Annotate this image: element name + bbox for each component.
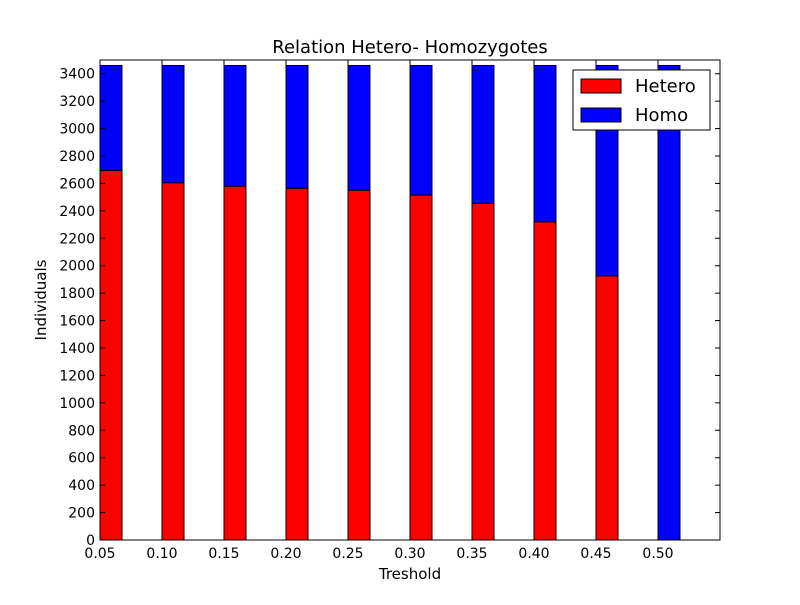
bar-hetero-0.25 [347,189,371,541]
bar-hetero-0.20 [285,187,309,541]
y-tick-label: 2400 [59,204,95,220]
y-axis-label: Individuals [32,259,50,340]
y-tick-label: 400 [68,478,95,494]
y-tick-label: 600 [68,451,95,467]
legend-label-hetero: Hetero [635,76,696,97]
bar-homo-0.50 [657,64,681,541]
bar-hetero-0.10 [161,182,185,541]
x-axis-label: Treshold [378,565,441,583]
bar-homo-0.40 [533,64,557,223]
y-tick-label: 3000 [59,122,95,138]
bars-layer [99,64,681,541]
bar-hetero-0.30 [409,194,433,541]
plot-frame [99,59,721,541]
bar-homo-0.25 [347,64,371,191]
y-tick-label: 1400 [59,341,95,357]
x-tick-label: 0.50 [642,546,673,562]
x-tick-label: 0.05 [84,546,115,562]
x-tick-label: 0.15 [208,546,239,562]
legend-swatch-homo [580,107,622,123]
x-tick-label: 0.40 [518,546,549,562]
y-tick-label: 0 [86,533,95,549]
bar-homo-0.20 [285,64,309,189]
x-tick-label: 0.10 [146,546,177,562]
bar-hetero-0.40 [533,221,557,541]
y-tick-label: 1800 [59,286,95,302]
legend-label-homo: Homo [635,105,688,126]
legend-swatch-hetero [580,78,622,94]
y-tick-label: 3400 [59,67,95,83]
bar-homo-0.10 [161,64,185,184]
ticks-layer: 0 200 400 600 800 1000 1200 1400 1600 1800 2000 220… [59,60,720,562]
x-tick-label: 0.25 [332,546,363,562]
y-tick-label: 2800 [59,149,95,165]
x-tick-label: 0.20 [270,546,301,562]
bar-homo-0.30 [409,64,433,196]
bar-hetero-0.15 [223,185,247,541]
y-tick-label: 200 [68,506,95,522]
bar-homo-0.05 [99,64,123,171]
bar-hetero-0.05 [99,169,123,541]
y-tick-label: 2200 [59,231,95,247]
y-tick-label: 1600 [59,314,95,330]
legend: Hetero Homo [572,69,711,131]
y-tick-label: 3200 [59,94,95,110]
y-tick-label: 2600 [59,176,95,192]
bar-hetero-0.35 [471,202,495,541]
x-tick-label: 0.35 [456,546,487,562]
y-tick-label: 1000 [59,396,95,412]
y-tick-label: 800 [68,423,95,439]
bar-hetero-0.45 [595,275,619,541]
x-tick-label: 0.30 [394,546,425,562]
y-tick-label: 1200 [59,368,95,384]
chart-title: Relation Hetero- Homozygotes [272,37,547,58]
bar-homo-0.15 [223,64,247,187]
bar-homo-0.35 [471,64,495,204]
x-tick-label: 0.45 [580,546,611,562]
y-tick-label: 2000 [59,259,95,275]
